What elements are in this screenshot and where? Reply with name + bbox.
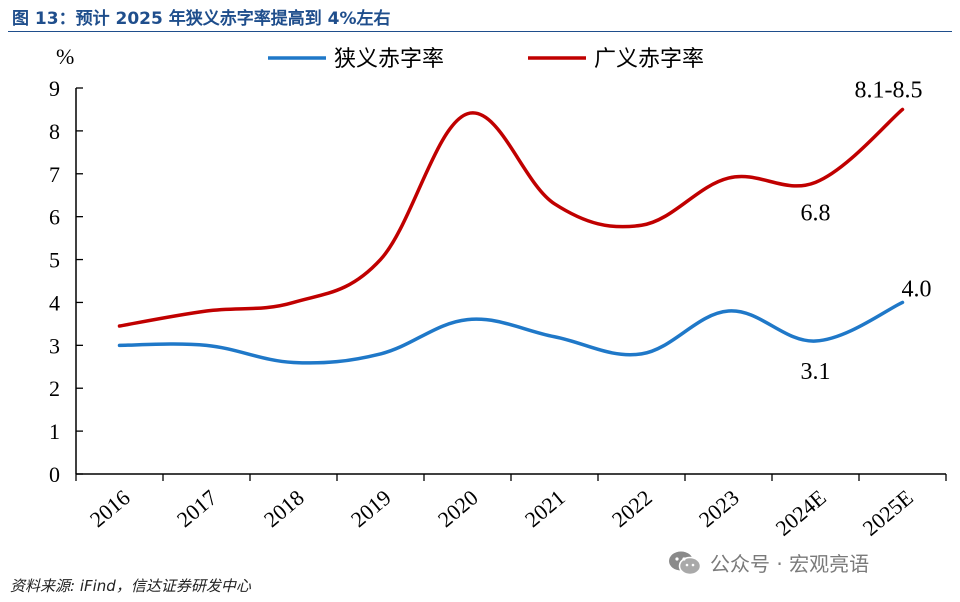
watermark: 公众号 · 宏观亮语 [668, 548, 869, 577]
series-line-narrow-deficit [117, 300, 905, 365]
x-tick-label: 2022 [607, 485, 657, 532]
x-tick-label: 2023 [694, 485, 744, 532]
y-axis-unit: % [56, 44, 74, 69]
title-divider [8, 31, 952, 32]
x-tick-label: 2019 [346, 485, 396, 532]
data-label: 8.1-8.5 [855, 77, 923, 103]
chart-series [117, 107, 905, 365]
series-line-broad-deficit [117, 107, 905, 328]
figure-title: 图 13：预计 2025 年狭义赤字率提高到 4%左右 [12, 9, 391, 29]
y-tick-label: 2 [49, 376, 60, 401]
x-tick-label: 2024E [771, 485, 831, 541]
y-tick-label: 5 [49, 248, 60, 273]
chart-labels: 8.1-8.5 6.8 4.0 3.1 [801, 77, 932, 385]
source-note: 资料来源: iFind，信达证券研发中心 [10, 577, 251, 595]
watermark-text: 公众号 · 宏观亮语 [710, 552, 870, 576]
y-tick-label: 8 [49, 119, 60, 144]
data-label: 3.1 [801, 359, 831, 385]
data-label: 6.8 [801, 200, 831, 226]
chart-legend: 狭义赤字率 广义赤字率 [268, 47, 704, 72]
x-tick-label: 2018 [259, 485, 309, 532]
x-tick-label: 2016 [85, 485, 135, 532]
y-tick-label: 6 [49, 205, 60, 230]
y-tick-label: 9 [49, 76, 60, 101]
x-tick-label: 2017 [172, 485, 222, 532]
y-tick-label: 7 [49, 162, 60, 187]
y-tick-label: 3 [49, 333, 60, 358]
legend-label: 广义赤字率 [594, 47, 704, 72]
x-tick-label: 2025E [858, 485, 918, 541]
y-tick-label: 4 [49, 290, 60, 315]
chart-axes: 0 1 2 3 4 5 6 7 8 9% 2016 2017 2018 2019 2020 2021 2022 2… [49, 44, 947, 541]
line-chart: 0 1 2 3 4 5 6 7 8 9% 2016 2017 2018 2019 2020 2021 2022 2… [49, 44, 947, 541]
y-tick-label: 0 [49, 462, 60, 487]
y-tick-label: 1 [49, 419, 60, 444]
x-tick-label: 2020 [433, 485, 483, 532]
wechat-icon [669, 551, 702, 575]
x-tick-label: 2021 [520, 485, 570, 532]
data-label: 4.0 [902, 276, 932, 302]
legend-label: 狭义赤字率 [334, 47, 444, 72]
